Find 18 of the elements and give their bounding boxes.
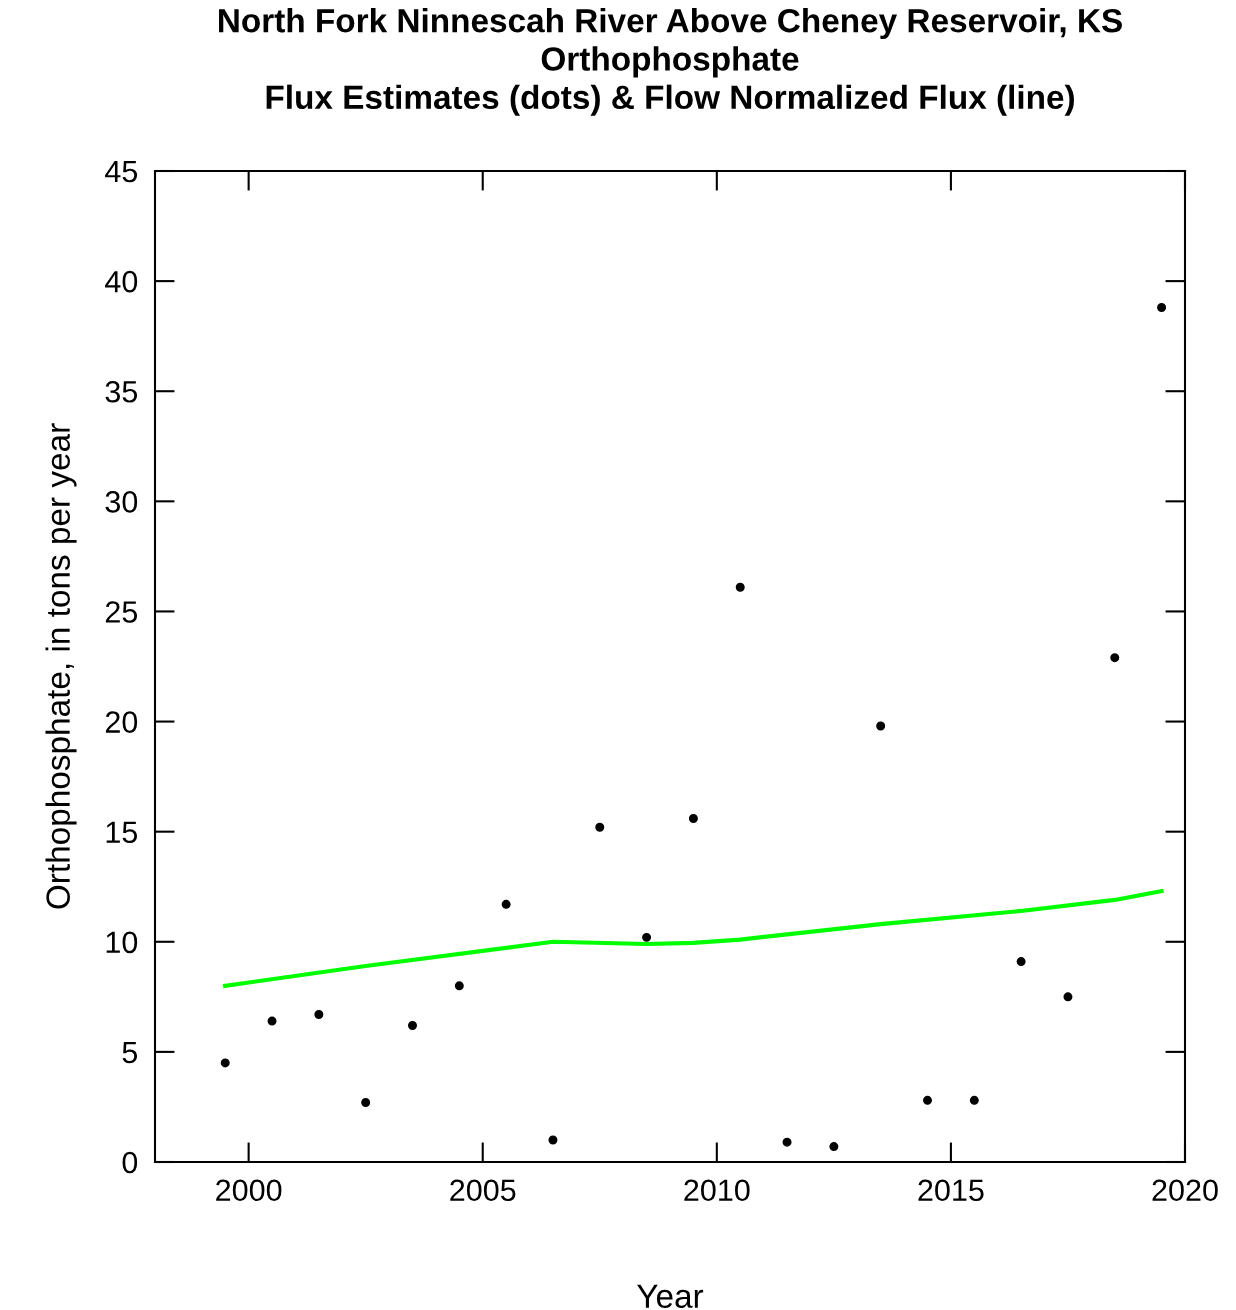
x-axis-title: Year xyxy=(637,1284,704,1309)
x-tick-label: 2015 xyxy=(918,1179,984,1202)
x-tick-label: 2020 xyxy=(1152,1179,1218,1202)
y-tick-label: 0 xyxy=(122,1151,138,1174)
y-axis-title: Orthophosphate, in tons per year xyxy=(45,423,77,909)
y-tick-label: 10 xyxy=(106,931,138,954)
x-tick-label: 2005 xyxy=(450,1179,516,1202)
y-tick-label: 35 xyxy=(105,380,138,403)
y-tick-label: 45 xyxy=(105,161,138,183)
y-tick-label: 15 xyxy=(106,821,138,844)
y-tick-label: 20 xyxy=(105,711,138,733)
x-tick-label: 2010 xyxy=(684,1179,750,1202)
y-tick-label: 30 xyxy=(105,491,138,513)
y-tick-label: 40 xyxy=(105,270,138,293)
x-tick-label: 2000 xyxy=(216,1179,282,1202)
y-tick-label: 5 xyxy=(122,1041,138,1064)
chart-title: North Fork Ninnescah River Above Cheney Reservoir, KS Orthophosphate Flux Estimates (dots) & Flow Normalized Flux (line) xyxy=(219,8,1122,116)
y-tick-label: 25 xyxy=(105,601,138,623)
